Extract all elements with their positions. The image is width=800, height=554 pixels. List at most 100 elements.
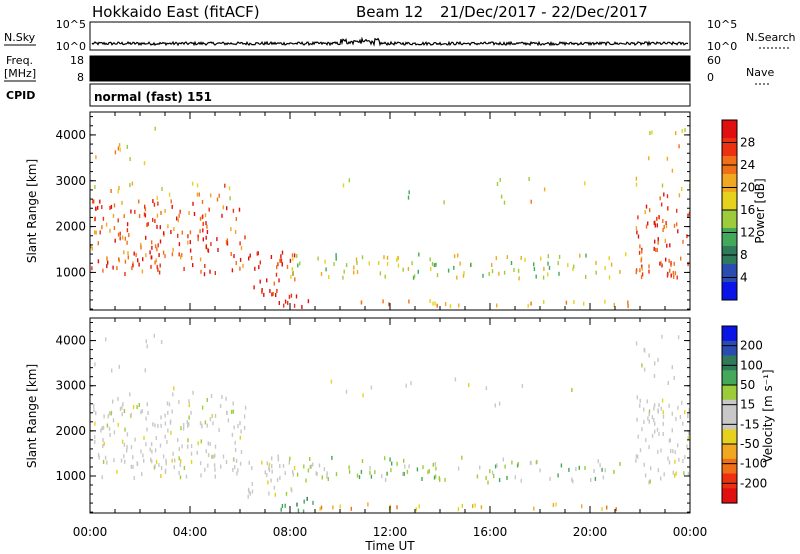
range-gate-cell [324, 259, 326, 264]
range-gate-cell [251, 489, 254, 494]
range-gate-cell [267, 480, 269, 485]
range-gate-cell [154, 244, 157, 249]
range-gate-cell [105, 222, 108, 227]
range-gate-cell [93, 404, 95, 409]
colorbar-segment [722, 473, 737, 489]
range-gate-cell [326, 471, 328, 476]
range-gate-cell [160, 415, 162, 420]
x-tick-label: 16:00 [473, 525, 508, 539]
range-gate-cell [648, 269, 650, 274]
range-gate-cell [353, 270, 355, 275]
range-gate-cell [232, 401, 234, 406]
range-gate-cell [575, 467, 577, 472]
range-gate-cell [130, 445, 133, 450]
range-gate-cell [513, 268, 515, 272]
range-gate-cell [114, 238, 116, 243]
range-gate-cell [360, 469, 363, 474]
range-gate-cell [527, 303, 529, 308]
range-gate-cell [506, 255, 508, 260]
range-gate-cell [207, 248, 210, 253]
range-gate-cell [302, 509, 305, 514]
colorbar-segment [722, 488, 737, 504]
range-gate-cell [127, 251, 129, 256]
power-axes: 1000 2000 3000 4000 [55, 112, 691, 310]
range-gate-cell [173, 227, 175, 232]
range-gate-cell [328, 275, 330, 280]
range-gate-cell [132, 405, 135, 410]
range-gate-cell [249, 491, 252, 496]
range-gate-cell [130, 464, 132, 469]
colorbar-segment [722, 138, 737, 157]
range-gate-cell [158, 270, 161, 275]
range-gate-cell [396, 461, 398, 466]
range-gate-cell [585, 253, 587, 258]
range-gate-cell [201, 423, 203, 428]
range-gate-cell [140, 410, 142, 415]
range-gate-cell [200, 269, 202, 274]
range-gate-cell [154, 464, 156, 469]
range-gate-cell [199, 216, 202, 221]
range-gate-cell [645, 204, 648, 209]
range-gate-cell [299, 261, 301, 266]
range-gate-cell [528, 177, 530, 181]
range-gate-cell [232, 208, 235, 213]
range-gate-cell [102, 216, 105, 221]
range-gate-cell [348, 465, 350, 470]
range-gate-cell [667, 206, 669, 211]
range-gate-cell [213, 463, 216, 468]
range-gate-cell [204, 213, 207, 218]
range-gate-cell [293, 303, 296, 308]
nsky-panel: N.Sky 10^5 10^0 10^5 10^0 N.Search [4, 18, 796, 53]
range-gate-cell [656, 427, 659, 432]
range-gate-cell [152, 422, 154, 427]
range-gate-cell [660, 448, 662, 453]
range-gate-cell [601, 507, 603, 512]
colorbar-segment [722, 370, 737, 386]
range-gate-cell [225, 240, 228, 245]
range-gate-cell [687, 435, 689, 440]
range-gate-cell [226, 410, 228, 415]
range-gate-cell [454, 377, 457, 382]
range-gate-cell [190, 256, 193, 260]
range-gate-cell [402, 471, 404, 476]
range-gate-cell [240, 429, 242, 434]
range-gate-cell [239, 241, 241, 246]
range-gate-cell [309, 464, 311, 469]
range-gate-cell [639, 268, 641, 273]
range-gate-cell [117, 396, 119, 401]
range-gate-cell [103, 441, 105, 446]
range-gate-cell [129, 157, 131, 162]
range-gate-cell [118, 143, 121, 148]
range-gate-cell [120, 458, 123, 463]
range-gate-cell [468, 383, 470, 388]
range-gate-cell [232, 467, 234, 472]
range-gate-cell [491, 263, 493, 267]
range-gate-cell [178, 252, 180, 257]
range-gate-cell [668, 438, 671, 443]
range-gate-cell [326, 474, 328, 479]
range-gate-cell [276, 288, 278, 293]
range-gate-cell [355, 257, 358, 262]
range-gate-cell [227, 418, 230, 423]
range-gate-cell [496, 463, 498, 468]
range-gate-cell [458, 303, 460, 308]
range-gate-cell [635, 176, 638, 181]
range-gate-cell [153, 333, 155, 338]
range-gate-cell [663, 224, 665, 229]
range-gate-cell [558, 271, 560, 276]
range-gate-cell [360, 300, 363, 305]
range-gate-cell [268, 462, 271, 467]
range-gate-cell [619, 461, 621, 466]
range-gate-cell [132, 455, 134, 460]
range-gate-cell [434, 462, 436, 466]
range-gate-cell [109, 205, 111, 210]
range-gate-cell [649, 131, 651, 136]
range-gate-cell [110, 189, 112, 193]
range-gate-cell [289, 456, 291, 461]
range-gate-cell [650, 466, 652, 471]
range-gate-cell [315, 471, 317, 476]
range-gate-cell [259, 260, 261, 265]
colorbar-frame [721, 325, 738, 504]
range-gate-cell [166, 439, 168, 444]
range-gate-cell [557, 473, 559, 478]
